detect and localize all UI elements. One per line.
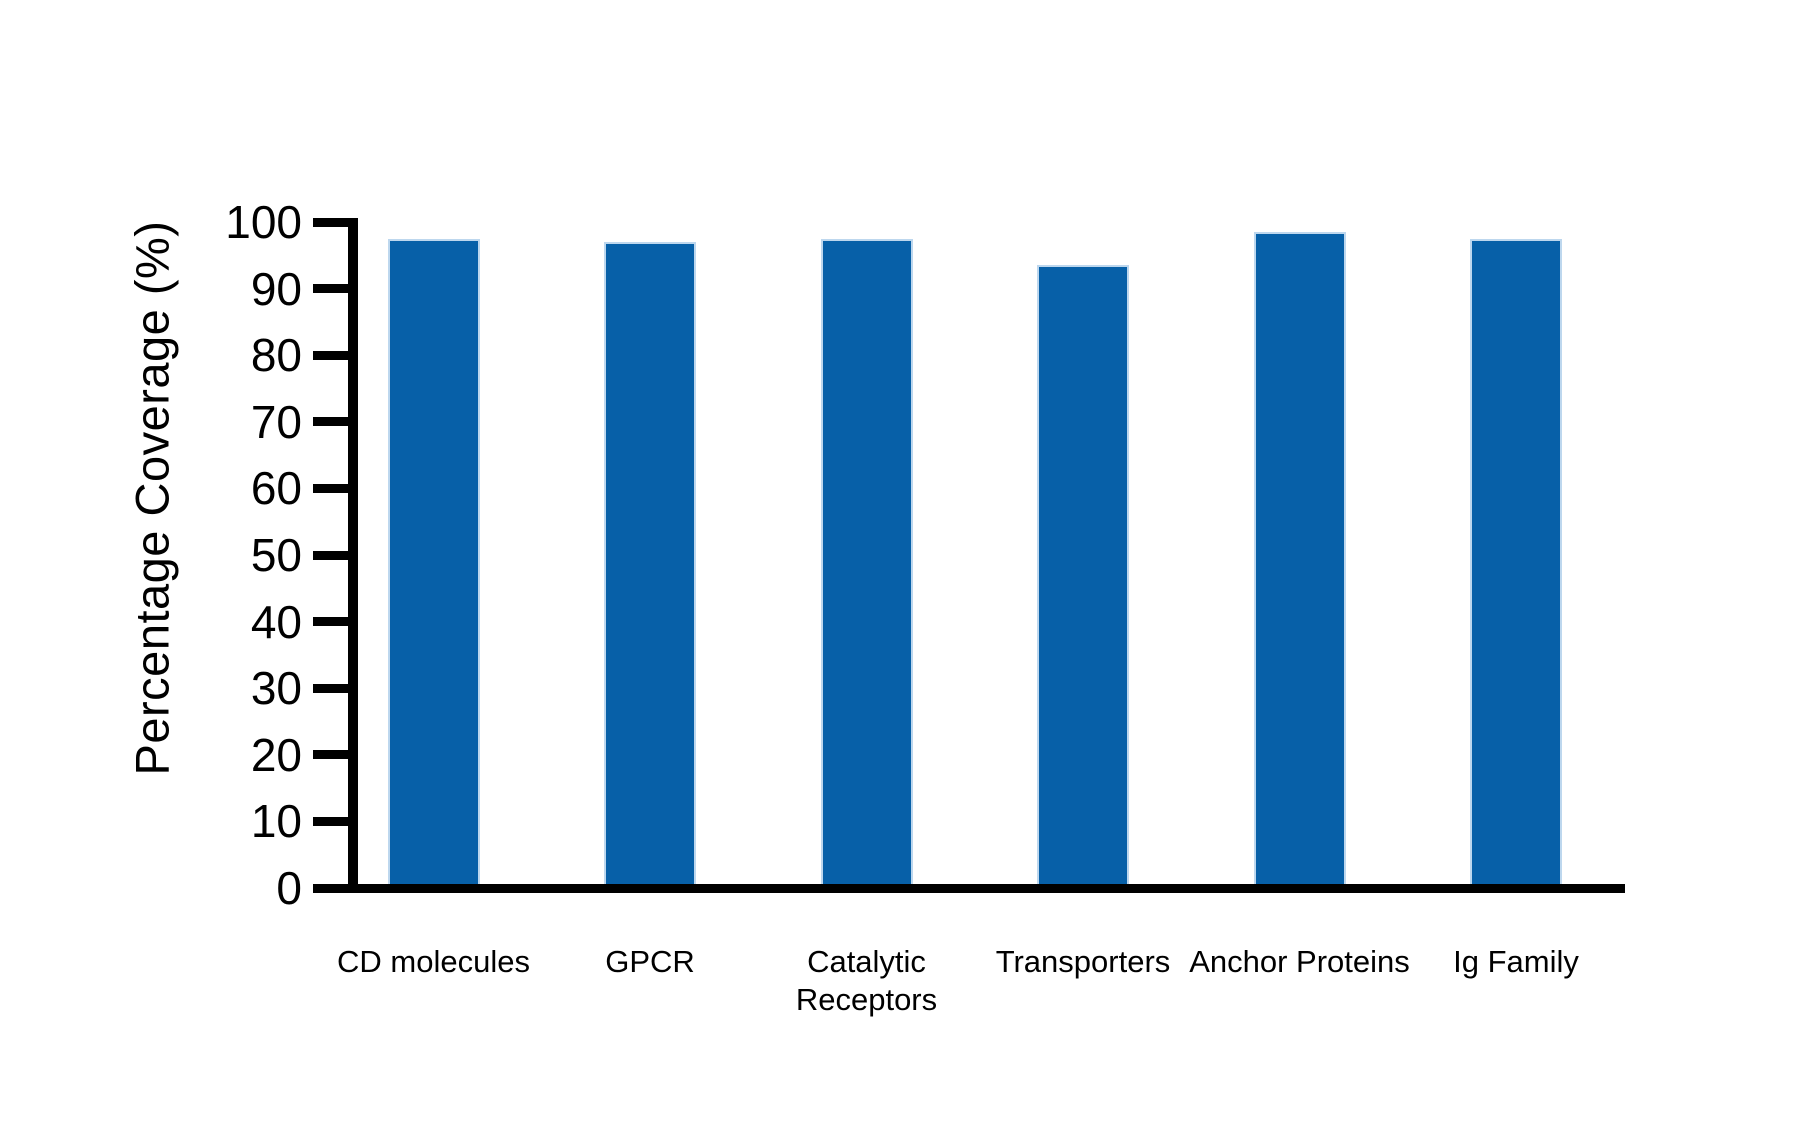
bar-anchor-proteins (1253, 231, 1346, 888)
y-tick-mark-100 (313, 217, 352, 227)
y-tick-label-40: 40 (250, 595, 302, 648)
y-tick-mark-50 (313, 550, 352, 560)
y-tick-label-60: 60 (250, 462, 302, 515)
x-axis-line (313, 884, 1625, 893)
bar-catalytic-receptors (820, 238, 913, 888)
y-tick-label-80: 80 (250, 329, 302, 382)
bar-transporters (1037, 265, 1129, 888)
y-tick-label-70: 70 (250, 395, 302, 448)
y-tick-mark-30 (313, 683, 352, 693)
y-tick-mark-70 (313, 417, 352, 427)
y-tick-mark-90 (313, 284, 352, 294)
y-axis-line (348, 218, 358, 893)
y-tick-label-0: 0 (276, 862, 302, 914)
x-tick-label-catalytic-receptors: Catalytic Receptors (795, 944, 938, 1017)
bar-gpcr (604, 241, 696, 888)
y-tick-label-90: 90 (250, 262, 302, 315)
bar-ig-family (1470, 238, 1562, 888)
y-tick-mark-20 (313, 750, 352, 760)
y-tick-mark-10 (313, 816, 352, 826)
y-tick-mark-60 (313, 483, 352, 493)
y-tick-label-20: 20 (250, 728, 302, 781)
x-tick-label-cd-molecules: CD molecules (337, 944, 530, 979)
y-tick-label-50: 50 (250, 529, 302, 581)
y-tick-label-30: 30 (250, 662, 302, 715)
bar-cd-molecules (387, 238, 480, 888)
y-tick-mark-40 (313, 617, 352, 627)
x-tick-label-transporters: Transporters (995, 944, 1171, 979)
y-tick-label-100: 100 (225, 196, 302, 248)
x-tick-label-gpcr: GPCR (605, 944, 695, 979)
y-tick-mark-80 (313, 350, 352, 360)
x-tick-label-ig-family: Ig Family (1453, 944, 1579, 979)
x-tick-label-anchor-proteins: Anchor Proteins (1189, 944, 1410, 979)
y-tick-label-10: 10 (250, 795, 302, 848)
